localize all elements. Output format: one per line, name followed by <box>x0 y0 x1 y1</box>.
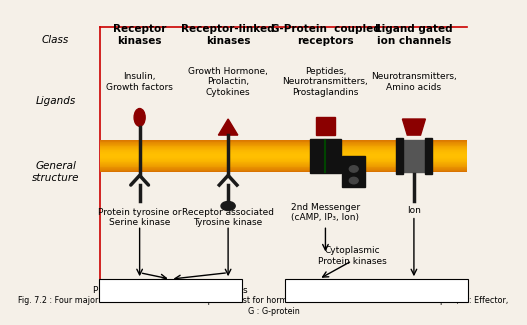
Bar <box>100 160 467 161</box>
FancyBboxPatch shape <box>285 280 468 302</box>
Text: Neurotransmitters,
Amino acids: Neurotransmitters, Amino acids <box>371 72 457 92</box>
Text: Protein tyrosine or
Serine kinase: Protein tyrosine or Serine kinase <box>98 208 181 227</box>
Text: Receptor-linked
kinases: Receptor-linked kinases <box>181 24 275 46</box>
Bar <box>100 167 467 168</box>
Text: Phosphorylation mediated actions: Phosphorylation mediated actions <box>93 286 248 295</box>
Bar <box>100 147 467 148</box>
Bar <box>100 165 467 166</box>
Text: Ligands: Ligands <box>35 96 76 106</box>
Bar <box>100 144 467 145</box>
Bar <box>100 169 467 171</box>
Bar <box>100 144 467 146</box>
Bar <box>100 156 467 157</box>
Bar <box>100 159 467 160</box>
Bar <box>342 156 365 187</box>
Bar <box>100 169 467 170</box>
Bar <box>100 142 467 143</box>
Bar <box>100 163 467 164</box>
Text: Insulin,
Growth factors: Insulin, Growth factors <box>106 72 173 92</box>
Text: Ion: Ion <box>407 206 421 215</box>
Bar <box>100 164 467 165</box>
Ellipse shape <box>349 166 358 172</box>
Bar <box>100 170 467 171</box>
Bar <box>425 138 432 174</box>
Text: Class: Class <box>42 35 69 45</box>
Ellipse shape <box>349 177 358 184</box>
Bar <box>100 164 467 166</box>
Bar <box>100 155 467 156</box>
Bar <box>100 171 467 172</box>
Bar <box>100 152 467 154</box>
Bar <box>100 161 467 162</box>
Bar <box>310 139 341 173</box>
Bar <box>100 152 467 153</box>
Text: Receptor associated
Tyrosine kinase: Receptor associated Tyrosine kinase <box>182 208 274 227</box>
Text: Cytoplasmic
Protein kinases: Cytoplasmic Protein kinases <box>318 246 386 266</box>
Bar <box>100 140 467 141</box>
Bar <box>100 149 467 150</box>
Text: G-Protein  coupled
receptors: G-Protein coupled receptors <box>270 24 380 46</box>
Ellipse shape <box>221 202 235 211</box>
Text: Non-Phosphorylation mediated actions: Non-Phosphorylation mediated actions <box>288 286 464 295</box>
Bar <box>100 151 467 152</box>
Bar <box>100 157 467 159</box>
Bar <box>100 168 467 169</box>
Bar <box>100 143 467 144</box>
Bar <box>100 166 467 167</box>
Bar <box>100 146 467 147</box>
Bar <box>100 154 467 155</box>
Bar <box>100 153 467 154</box>
Polygon shape <box>403 119 425 135</box>
Bar <box>100 141 467 142</box>
Bar <box>100 157 467 158</box>
Text: Peptides,
Neurotransmitters,
Prostaglandins: Peptides, Neurotransmitters, Prostagland… <box>282 67 368 97</box>
Bar <box>100 145 467 146</box>
Bar <box>396 138 403 174</box>
Text: Receptor
kinases: Receptor kinases <box>113 24 167 46</box>
Text: General
structure: General structure <box>32 162 80 183</box>
Bar <box>100 140 467 142</box>
Text: 2nd Messenger
(cAMP, IP₃, Ion): 2nd Messenger (cAMP, IP₃, Ion) <box>291 203 360 222</box>
Bar <box>316 117 335 135</box>
Bar <box>100 158 467 159</box>
Bar <box>100 148 467 149</box>
Ellipse shape <box>134 109 145 126</box>
Text: Fig. 7.2 : Four major classes of membrane receptors exist for hormones and neuro: Fig. 7.2 : Four major classes of membran… <box>18 296 509 316</box>
Bar <box>403 140 425 172</box>
Text: Ligand gated
ion channels: Ligand gated ion channels <box>375 24 453 46</box>
Text: Growth Hormone,
Prolactin,
Cytokines: Growth Hormone, Prolactin, Cytokines <box>188 67 268 97</box>
Bar <box>100 149 467 150</box>
Bar <box>100 162 467 163</box>
Polygon shape <box>218 119 238 135</box>
FancyBboxPatch shape <box>99 280 242 302</box>
Bar <box>100 150 467 151</box>
